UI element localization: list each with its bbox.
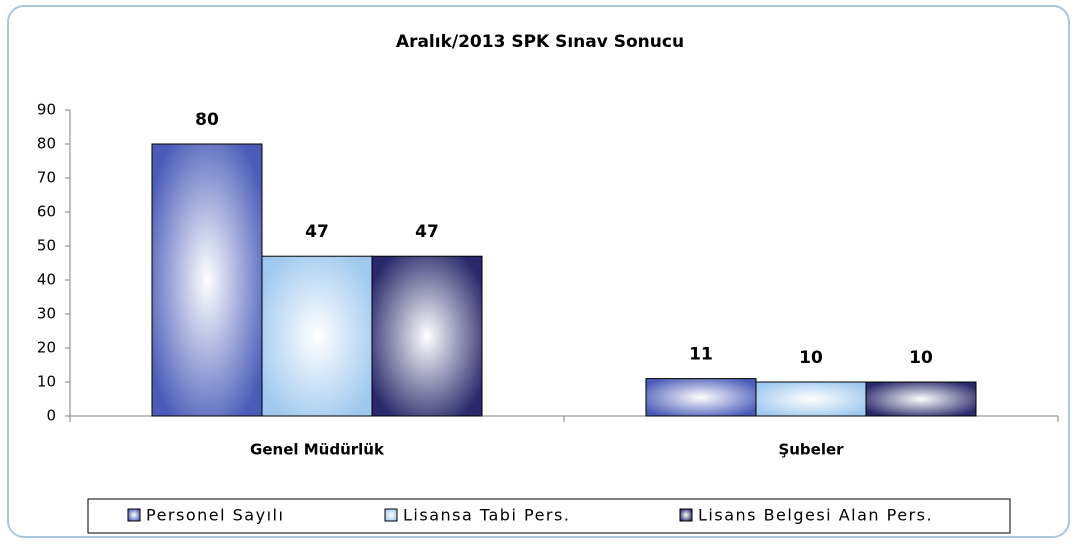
x-tick-label: Genel Müdürlük <box>250 441 385 459</box>
data-label: 80 <box>195 110 219 130</box>
data-label: 47 <box>305 222 329 242</box>
y-tick-label: 20 <box>37 339 56 357</box>
x-tick-label: Şubeler <box>778 441 844 459</box>
bar <box>865 381 977 417</box>
legend <box>87 498 1011 534</box>
data-label: 10 <box>909 348 933 368</box>
legend-label: Lisans Belgesi Alan Pers. <box>698 506 933 525</box>
y-tick-label: 60 <box>37 203 56 221</box>
y-tick-label: 0 <box>46 407 56 425</box>
bar <box>151 143 263 417</box>
y-tick-label: 30 <box>37 305 56 323</box>
legend-swatch <box>679 508 693 522</box>
data-label: 11 <box>689 345 713 365</box>
legend-label: Personel Sayılı <box>146 506 284 525</box>
bar <box>645 378 757 417</box>
legend-label: Lisansa Tabi Pers. <box>403 506 570 525</box>
y-tick-label: 70 <box>37 169 56 187</box>
y-tick-label: 50 <box>37 237 56 255</box>
y-tick-label: 10 <box>37 373 56 391</box>
data-label: 10 <box>799 348 823 368</box>
bar <box>755 381 867 417</box>
y-tick-label: 40 <box>37 271 56 289</box>
y-tick-label: 90 <box>37 101 56 119</box>
legend-swatch <box>384 508 398 522</box>
legend-swatch <box>127 508 141 522</box>
bar <box>261 255 373 417</box>
y-tick-label: 80 <box>37 135 56 153</box>
bar <box>371 255 483 417</box>
chart-title: Aralık/2013 SPK Sınav Sonucu <box>396 32 684 52</box>
data-label: 47 <box>415 222 439 242</box>
